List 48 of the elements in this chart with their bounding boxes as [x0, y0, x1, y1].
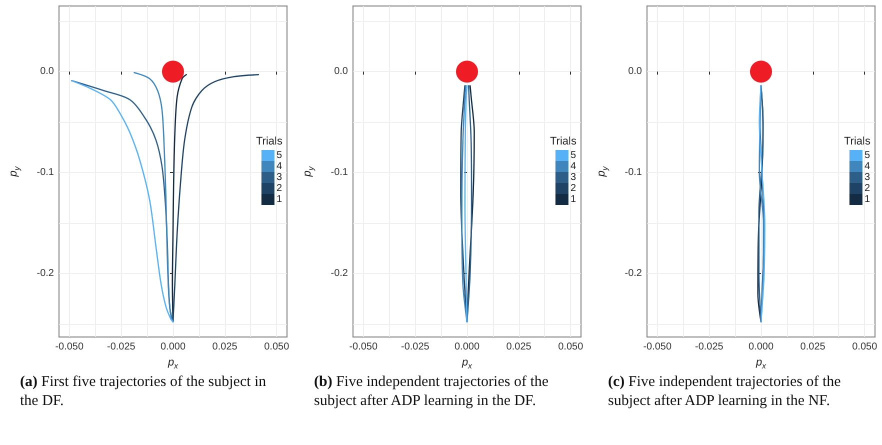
legend-label: 4	[864, 161, 870, 172]
legend-label: 2	[864, 183, 870, 194]
legend-label: 5	[570, 150, 576, 161]
x-tick-label: 0.025	[506, 342, 532, 352]
y-tick-label: -0.1	[330, 167, 348, 178]
y-tick-label: -0.1	[36, 167, 54, 178]
x-tick-label: 0.000	[454, 342, 480, 352]
legend-label: 5	[864, 150, 870, 161]
x-tick-label: -0.050	[55, 342, 84, 352]
legend-label: 5	[276, 150, 282, 161]
y-axis-title: py	[596, 165, 610, 178]
y-axis-title: py	[8, 165, 22, 178]
x-tick-label: -0.050	[349, 342, 378, 352]
y-tick-label: -0.1	[624, 167, 642, 178]
text: (b) Five independent trajectories of the subject after ADP learning in the DF.	[314, 373, 550, 411]
y-tick-label: 0.0	[40, 66, 54, 78]
text: (c) Five independent trajectories of the subject after ADP learning in the NF.	[608, 373, 842, 411]
x-tick-label: 0.025	[800, 342, 826, 352]
legend-label: 2	[276, 183, 282, 194]
x-tick-label: 0.050	[558, 342, 584, 352]
legend-label: 3	[864, 172, 870, 183]
y-tick-label: 0.0	[334, 66, 348, 78]
legend-title: Trials	[844, 136, 871, 148]
y-tick-label: 0.0	[628, 66, 642, 78]
legend-label: 2	[570, 183, 576, 194]
legend-title: Trials	[256, 136, 283, 148]
x-tick-label: 0.000	[748, 342, 774, 352]
x-tick-label: -0.025	[695, 342, 724, 352]
y-tick-label: -0.2	[36, 268, 54, 279]
x-tick-label: -0.050	[643, 342, 672, 352]
text: (a) First five trajectories of the subject in the DF.	[20, 373, 268, 411]
x-tick-label: -0.025	[401, 342, 430, 352]
x-tick-label: 0.000	[160, 342, 186, 352]
y-tick-label: -0.2	[330, 268, 348, 279]
legend-label: 1	[864, 194, 870, 205]
legend-label: 4	[276, 161, 282, 172]
legend-label: 4	[570, 161, 576, 172]
y-tick-label: -0.2	[624, 268, 642, 279]
legend-label: 1	[276, 194, 282, 205]
x-tick-label: -0.025	[107, 342, 136, 352]
legend-title: Trials	[550, 136, 577, 148]
legend-label: 3	[570, 172, 576, 183]
x-tick-label: 0.025	[212, 342, 238, 352]
x-tick-label: 0.050	[264, 342, 290, 352]
legend-label: 3	[276, 172, 282, 183]
legend-label: 1	[570, 194, 576, 205]
y-axis-title: py	[302, 165, 316, 178]
x-tick-label: 0.050	[852, 342, 878, 352]
